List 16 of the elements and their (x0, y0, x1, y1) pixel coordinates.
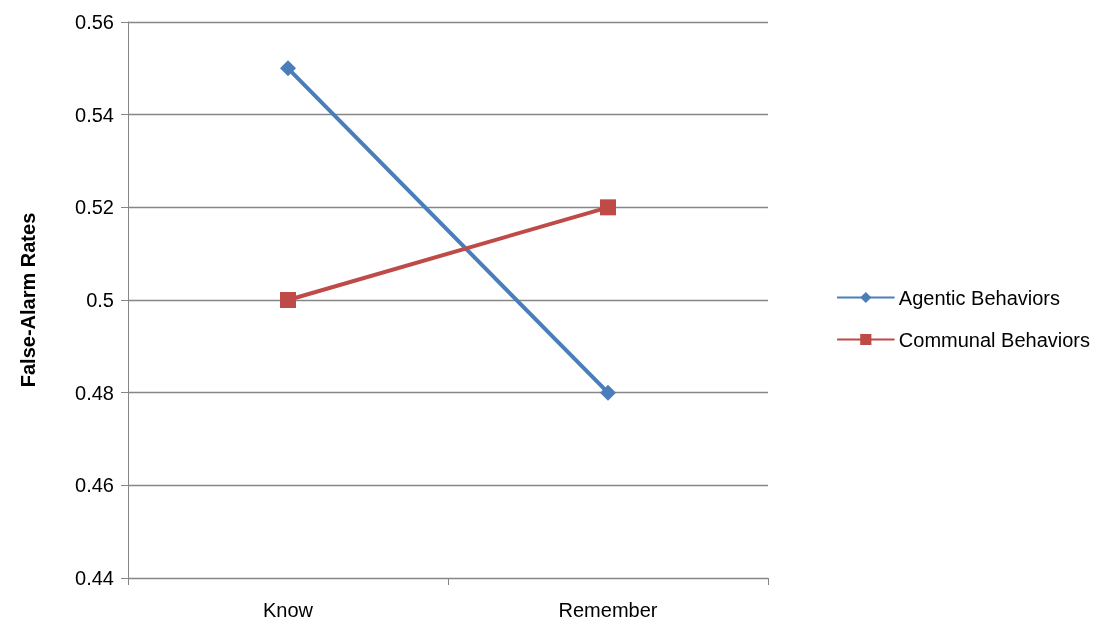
legend-label: Agentic Behaviors (898, 286, 1061, 309)
point (600, 199, 616, 216)
y-tick-label: 0.46 (75, 474, 114, 497)
x-tick-label: Remember (558, 599, 658, 621)
y-tick-label: 0.5 (86, 289, 114, 311)
point (600, 384, 616, 401)
y-axis-title: False-Alarm Rates (17, 212, 39, 388)
point (280, 60, 296, 77)
point (280, 292, 296, 308)
legend-label: Communal Behaviors (898, 328, 1091, 351)
y-tick-label: 0.44 (75, 567, 114, 589)
y-tick-label: 0.48 (75, 381, 114, 404)
y-tick-label: 0.56 (75, 11, 114, 33)
y-tick-label: 0.52 (75, 196, 114, 219)
x-tick-label: Know (262, 599, 314, 621)
y-tick-label: 0.54 (75, 103, 114, 126)
